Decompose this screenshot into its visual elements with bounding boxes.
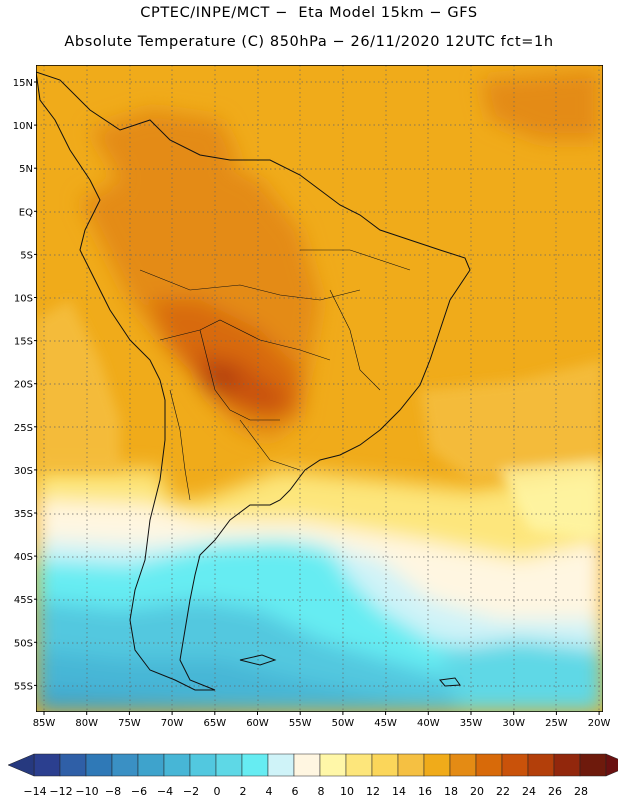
colorbar-under-arrow bbox=[7, 753, 35, 777]
colorbar bbox=[7, 753, 618, 777]
colorbar-swatch bbox=[241, 753, 269, 777]
lat-lon-grid bbox=[36, 65, 603, 712]
colorbar-label: −8 bbox=[105, 785, 121, 798]
colorbar-label: 14 bbox=[392, 785, 406, 798]
colorbar-label: 0 bbox=[214, 785, 221, 798]
colorbar-label: 20 bbox=[470, 785, 484, 798]
lat-label: 20S bbox=[14, 380, 33, 391]
lon-label: 80W bbox=[75, 718, 98, 729]
lat-label: 10N bbox=[13, 121, 33, 132]
coastline bbox=[36, 71, 471, 691]
temperature-field bbox=[36, 65, 603, 712]
colorbar-swatch bbox=[111, 753, 139, 777]
lon-label: 30W bbox=[502, 718, 525, 729]
colorbar-labels: −14 −12 −10 −8 −6 −4 −2 0 2 4 6 8 10 12 14 16 18 20 22 24 26… bbox=[23, 785, 588, 798]
colorbar-label: −4 bbox=[157, 785, 173, 798]
lat-label: 30S bbox=[14, 466, 33, 477]
colorbar-swatch bbox=[267, 753, 295, 777]
lat-label: 45S bbox=[14, 595, 33, 606]
colorbar-swatch bbox=[527, 753, 555, 777]
lat-label: 25S bbox=[14, 423, 33, 434]
lon-label: 35W bbox=[460, 718, 483, 729]
colorbar-over-arrow bbox=[605, 753, 618, 777]
longitude-labels: 85W 80W 75W 70W 65W 60W 55W 50W 45W 40W 35W 30W 25W 2… bbox=[33, 711, 611, 729]
lat-label: 50S bbox=[14, 638, 33, 649]
lat-label: EQ bbox=[19, 207, 33, 218]
colorbar-swatch bbox=[371, 753, 399, 777]
latitude-labels: 15N 10N 5N EQ 5S 10S 15S 20S 25S 30S 35S 40S 45S 50S 5… bbox=[13, 78, 37, 692]
colorbar-swatch bbox=[59, 753, 87, 777]
colorbar-label: 26 bbox=[548, 785, 562, 798]
colorbar-swatch bbox=[423, 753, 451, 777]
colorbar-swatch bbox=[553, 753, 581, 777]
colorbar-swatch bbox=[137, 753, 165, 777]
colorbar-label: 2 bbox=[240, 785, 247, 798]
lat-label: 5S bbox=[20, 250, 33, 261]
colorbar-label: 18 bbox=[444, 785, 458, 798]
colorbar-label: −12 bbox=[49, 785, 72, 798]
colorbar-swatch bbox=[501, 753, 529, 777]
chart-title-line1: CPTEC/INPE/MCT − Eta Model 15km − GFS bbox=[140, 5, 478, 21]
lon-label: 60W bbox=[246, 718, 269, 729]
lon-label: 70W bbox=[161, 718, 184, 729]
lon-label: 75W bbox=[118, 718, 141, 729]
colorbar-swatch bbox=[319, 753, 347, 777]
colorbar-swatch bbox=[579, 753, 607, 777]
colorbar-label: −6 bbox=[131, 785, 147, 798]
lon-label: 45W bbox=[374, 718, 397, 729]
lon-label: 40W bbox=[417, 718, 440, 729]
colorbar-swatch bbox=[475, 753, 503, 777]
chart-title-line2: Absolute Temperature (C) 850hPa − 26/11/… bbox=[64, 34, 554, 50]
lon-label: 20W bbox=[588, 718, 611, 729]
colorbar-label: 24 bbox=[522, 785, 536, 798]
lon-label: 50W bbox=[332, 718, 355, 729]
colorbar-label: 12 bbox=[366, 785, 380, 798]
country-borders bbox=[139, 249, 411, 501]
colorbar-label: −10 bbox=[75, 785, 98, 798]
lon-label: 55W bbox=[289, 718, 312, 729]
lat-label: 40S bbox=[14, 552, 33, 563]
lon-label: 25W bbox=[545, 718, 568, 729]
lat-label: 10S bbox=[14, 294, 33, 305]
colorbar-label: 28 bbox=[574, 785, 588, 798]
lat-label: 55S bbox=[14, 681, 33, 692]
colorbar-swatch bbox=[397, 753, 425, 777]
colorbar-label: 22 bbox=[496, 785, 510, 798]
colorbar-label: −14 bbox=[23, 785, 46, 798]
colorbar-swatch bbox=[293, 753, 321, 777]
colorbar-swatch bbox=[345, 753, 373, 777]
lat-label: 5N bbox=[19, 164, 33, 175]
colorbar-label: 8 bbox=[318, 785, 325, 798]
colorbar-label: −2 bbox=[183, 785, 199, 798]
lon-label: 65W bbox=[203, 718, 226, 729]
colorbar-label: 4 bbox=[266, 785, 273, 798]
lat-label: 35S bbox=[14, 509, 33, 520]
colorbar-swatch bbox=[85, 753, 113, 777]
lat-label: 15S bbox=[14, 337, 33, 348]
colorbar-swatch bbox=[189, 753, 217, 777]
colorbar-swatch bbox=[163, 753, 191, 777]
lon-label: 85W bbox=[33, 718, 56, 729]
colorbar-label: 6 bbox=[292, 785, 299, 798]
colorbar-swatch bbox=[449, 753, 477, 777]
colorbar-label: 10 bbox=[340, 785, 354, 798]
lat-label: 15N bbox=[13, 78, 33, 89]
colorbar-swatch bbox=[33, 753, 61, 777]
colorbar-label: 16 bbox=[418, 785, 432, 798]
colorbar-swatch bbox=[215, 753, 243, 777]
